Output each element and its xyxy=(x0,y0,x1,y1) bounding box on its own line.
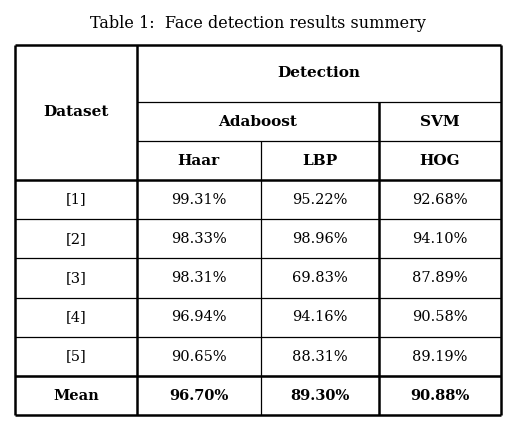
Text: [2]: [2] xyxy=(66,232,87,246)
Text: 89.19%: 89.19% xyxy=(412,349,467,363)
Text: [1]: [1] xyxy=(66,193,86,207)
Text: Detection: Detection xyxy=(277,66,360,81)
Text: 99.31%: 99.31% xyxy=(171,193,227,207)
Text: 90.65%: 90.65% xyxy=(171,349,227,363)
Text: HOG: HOG xyxy=(420,153,460,167)
Text: LBP: LBP xyxy=(302,153,337,167)
Text: 88.31%: 88.31% xyxy=(292,349,348,363)
Text: 94.10%: 94.10% xyxy=(412,232,467,246)
Text: Mean: Mean xyxy=(53,389,99,403)
Text: 87.89%: 87.89% xyxy=(412,271,467,285)
Text: SVM: SVM xyxy=(420,115,460,129)
Text: 92.68%: 92.68% xyxy=(412,193,467,207)
Text: 95.22%: 95.22% xyxy=(292,193,348,207)
Text: [4]: [4] xyxy=(66,310,87,324)
Text: 94.16%: 94.16% xyxy=(292,310,348,324)
Text: 90.88%: 90.88% xyxy=(410,389,470,403)
Text: Dataset: Dataset xyxy=(43,105,109,119)
Text: 98.31%: 98.31% xyxy=(171,271,227,285)
Text: 69.83%: 69.83% xyxy=(292,271,348,285)
Text: 90.58%: 90.58% xyxy=(412,310,467,324)
Text: Adaboost: Adaboost xyxy=(219,115,297,129)
Text: 98.96%: 98.96% xyxy=(292,232,348,246)
Text: [5]: [5] xyxy=(66,349,87,363)
Text: 96.94%: 96.94% xyxy=(171,310,227,324)
Text: 89.30%: 89.30% xyxy=(290,389,350,403)
Text: [3]: [3] xyxy=(66,271,87,285)
Text: 98.33%: 98.33% xyxy=(171,232,227,246)
Text: 96.70%: 96.70% xyxy=(169,389,229,403)
Text: Haar: Haar xyxy=(178,153,220,167)
Text: Table 1:  Face detection results summery: Table 1: Face detection results summery xyxy=(90,15,426,32)
